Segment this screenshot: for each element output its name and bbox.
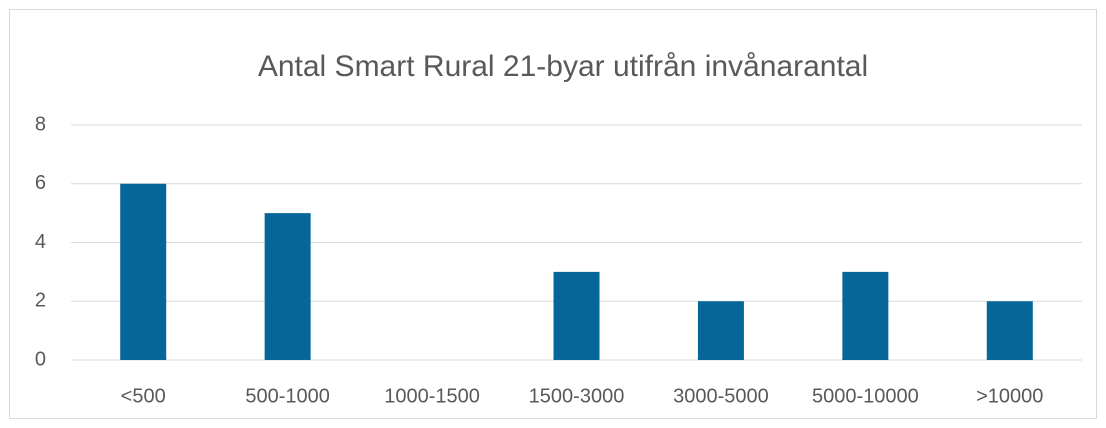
bar: [697, 301, 744, 360]
bar: [553, 271, 600, 360]
x-tick-label: 3000-5000: [673, 385, 769, 407]
bar: [120, 183, 167, 360]
x-tick-label: 1000-1500: [384, 385, 480, 407]
bar: [986, 301, 1033, 360]
y-tick-label: 6: [35, 172, 46, 194]
bar: [264, 213, 311, 360]
y-tick-label: 2: [35, 290, 46, 312]
y-tick-label: 4: [35, 231, 46, 253]
x-tick-label: 1500-3000: [529, 385, 625, 407]
x-tick-label: >10000: [976, 385, 1043, 407]
x-tick-label: 5000-10000: [812, 385, 919, 407]
x-tick-label: <500: [121, 385, 166, 407]
chart-border: [9, 9, 1097, 419]
y-tick-label: 0: [35, 348, 46, 370]
x-tick-label: 500-1000: [245, 385, 330, 407]
bar: [842, 271, 889, 360]
y-tick-label: 8: [35, 113, 46, 135]
chart-title: Antal Smart Rural 21-byar utifrån invåna…: [258, 50, 868, 83]
